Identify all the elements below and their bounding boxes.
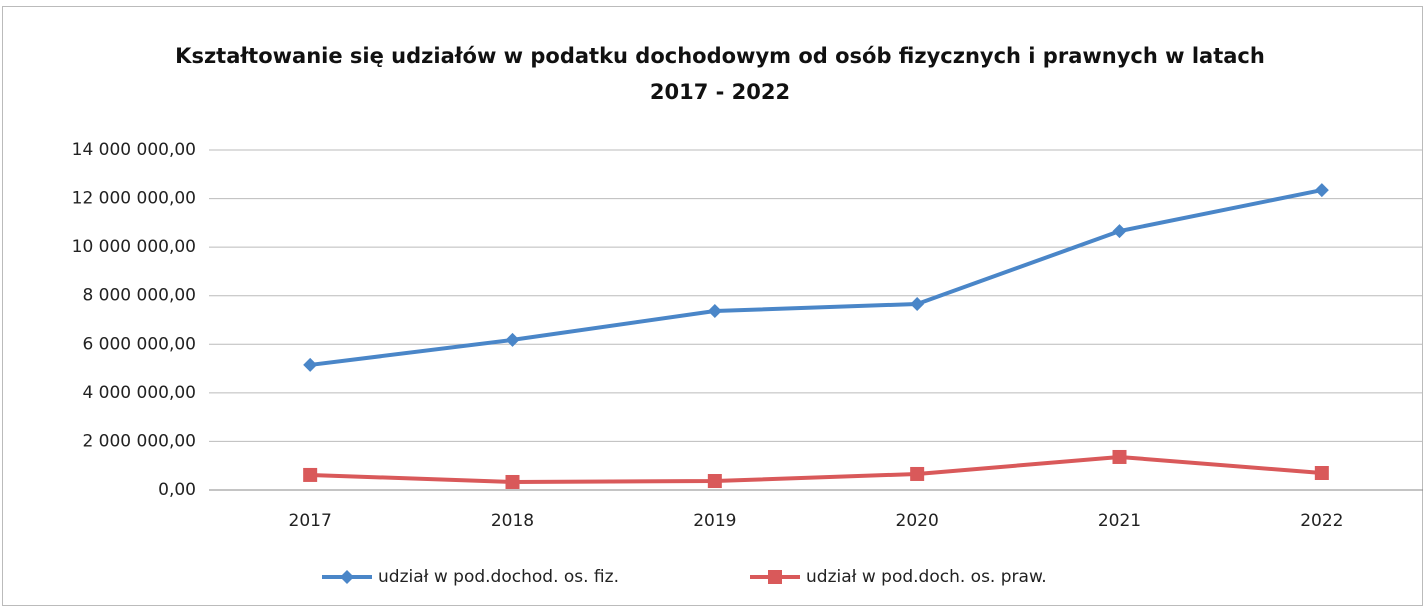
marker <box>707 304 722 319</box>
series-line <box>309 188 1323 367</box>
marker <box>303 467 318 482</box>
x-tick-label: 2020 <box>896 511 939 531</box>
marker <box>505 332 520 347</box>
series-line <box>310 454 1322 484</box>
marker <box>1314 466 1329 480</box>
legend-label: udział w pod.dochod. os. fiz. <box>378 567 619 587</box>
x-tick-label: 2018 <box>491 511 534 531</box>
marker <box>910 296 925 311</box>
marker <box>505 474 520 489</box>
marker <box>1314 183 1329 198</box>
x-tick-label: 2022 <box>1300 511 1343 531</box>
x-tick-label: 2021 <box>1098 511 1141 531</box>
y-tick-label: 10 000 000,00 <box>72 237 196 257</box>
y-tick-label: 8 000 000,00 <box>82 286 196 306</box>
y-tick-label: 6 000 000,00 <box>82 334 196 354</box>
y-tick-label: 4 000 000,00 <box>82 383 196 403</box>
marker <box>340 570 354 584</box>
y-tick-label: 0,00 <box>158 480 196 500</box>
chart-title: Kształtowanie się udziałów w podatku doc… <box>175 44 1265 104</box>
marker <box>1112 449 1127 464</box>
legend-label: udział w pod.doch. os. praw. <box>806 567 1047 587</box>
x-tick-label: 2019 <box>693 511 736 531</box>
y-tick-label: 12 000 000,00 <box>72 189 196 209</box>
y-tick-label: 2 000 000,00 <box>82 431 196 451</box>
marker <box>910 466 925 481</box>
x-tick-label: 2017 <box>289 511 332 531</box>
y-tick-label: 14 000 000,00 <box>72 140 196 160</box>
marker <box>768 570 782 584</box>
marker <box>1112 224 1127 239</box>
marker <box>707 474 722 489</box>
marker <box>303 357 318 372</box>
chart-border <box>2 6 1423 606</box>
